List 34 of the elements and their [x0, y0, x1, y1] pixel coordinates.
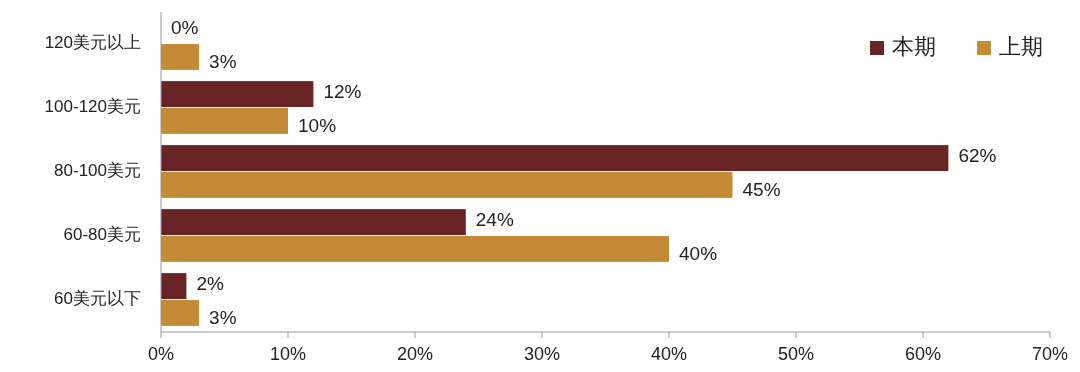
y-tick-label: 80-100美元 — [54, 161, 141, 181]
x-tick-label: 60% — [904, 344, 942, 364]
data-label: 3% — [209, 307, 237, 329]
bar — [161, 81, 314, 107]
x-tick-label: 70% — [1031, 344, 1069, 364]
data-label: 12% — [323, 80, 362, 102]
x-tick-label: 50% — [777, 344, 815, 364]
bar — [161, 172, 733, 198]
x-tick-label: 40% — [650, 344, 688, 364]
bar — [161, 273, 187, 299]
y-tick-label: 100-120美元 — [44, 97, 141, 117]
y-tick-label: 120美元以上 — [44, 33, 141, 53]
data-label: 62% — [958, 144, 997, 166]
x-tick-label: 20% — [396, 344, 434, 364]
data-label: 2% — [196, 272, 224, 294]
x-tick-label: 10% — [269, 344, 307, 364]
data-label: 10% — [298, 115, 337, 137]
y-tick-label: 60-80美元 — [63, 225, 141, 245]
bar — [161, 236, 669, 262]
legend-label: 本期 — [892, 33, 936, 59]
bar — [161, 300, 200, 326]
data-label: 45% — [742, 179, 781, 201]
x-tick-label: 30% — [523, 344, 561, 364]
legend-label: 上期 — [999, 33, 1043, 59]
data-label: 0% — [171, 16, 199, 38]
data-label: 3% — [209, 51, 237, 73]
data-label: 40% — [679, 243, 718, 265]
bar — [161, 108, 288, 134]
y-tick-label: 60美元以下 — [54, 289, 141, 309]
data-label: 24% — [475, 208, 514, 230]
bar — [161, 209, 466, 235]
x-tick-label: 0% — [147, 344, 175, 364]
bar — [161, 145, 949, 171]
bar — [161, 44, 200, 70]
